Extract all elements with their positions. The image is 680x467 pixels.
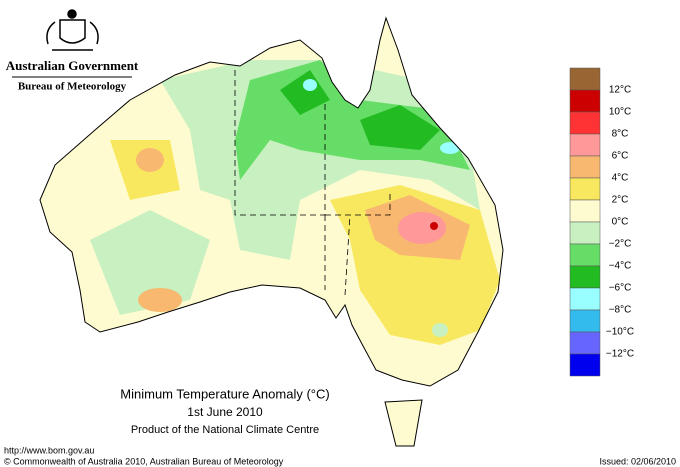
legend-swatch xyxy=(569,353,601,377)
copyright: © Commonwealth of Australia 2010, Austra… xyxy=(4,456,284,466)
bureau: Bureau of Meteorology xyxy=(18,81,127,93)
subtitle: Product of the National Climate Centre xyxy=(131,424,319,436)
title: Minimum Temperature Anomaly (°C) xyxy=(120,386,329,401)
legend-label: 2°C xyxy=(612,195,629,206)
legend-swatch xyxy=(569,133,601,157)
government: Australian Government xyxy=(6,58,139,73)
legend-label: −6°C xyxy=(609,283,632,294)
legend-swatch xyxy=(569,309,601,333)
legend-label: −10°C xyxy=(606,327,634,338)
legend-label: 0°C xyxy=(612,217,629,228)
date: 1st June 2010 xyxy=(187,405,263,419)
legend-swatch xyxy=(569,67,601,91)
coastline xyxy=(39,16,504,447)
legend-swatch xyxy=(569,331,601,355)
legend-label: 10°C xyxy=(609,107,631,118)
legend-label: −12°C xyxy=(606,349,634,360)
legend-label: −2°C xyxy=(609,239,632,250)
legend-swatch xyxy=(569,287,601,311)
crest xyxy=(46,9,99,51)
legend-label: 4°C xyxy=(612,173,629,184)
legend-swatch xyxy=(569,177,601,201)
legend-swatch xyxy=(569,89,601,113)
legend-swatch xyxy=(569,199,601,223)
legend-swatch xyxy=(569,221,601,245)
legend-swatch xyxy=(569,111,601,135)
issued: Issued: 02/06/2010 xyxy=(599,456,676,466)
url: http://www.bom.gov.au xyxy=(4,445,94,455)
state-borders xyxy=(234,70,391,296)
legend-swatch xyxy=(569,243,601,267)
legend-label: 12°C xyxy=(609,85,631,96)
legend: 12°C 10°C 8°C 6°C 4°C 2°C 0°C −2°C −4°C −6°C −8°C −… xyxy=(569,67,634,377)
legend-swatch xyxy=(569,155,601,179)
legend-label: 8°C xyxy=(612,129,629,140)
legend-label: −8°C xyxy=(609,305,632,316)
legend-label: 6°C xyxy=(612,151,629,162)
legend-swatch xyxy=(569,265,601,289)
legend-label: −4°C xyxy=(609,261,632,272)
